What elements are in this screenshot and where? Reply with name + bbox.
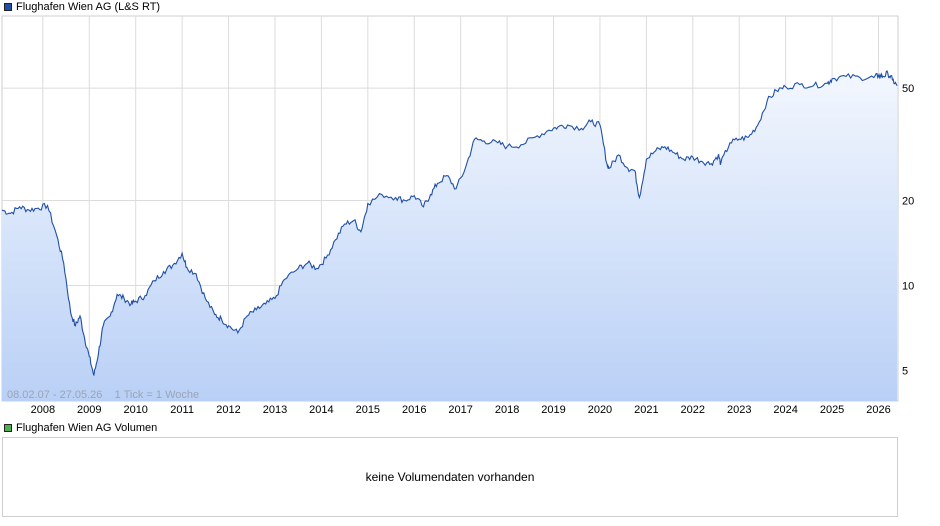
x-tick-label: 2010 (123, 404, 147, 416)
volume-chart-legend: Flughafen Wien AG Volumen (4, 422, 157, 434)
volume-legend-swatch (4, 424, 12, 432)
x-tick-label: 2015 (356, 404, 380, 416)
x-tick-label: 2009 (77, 404, 101, 416)
y-tick-label: 20 (902, 195, 914, 207)
x-tick-label: 2019 (541, 404, 565, 416)
x-axis-labels: 2008 2009 2010 2011 2012 2013 2014 2015 2016 2017… (31, 404, 891, 416)
x-tick-label: 2014 (309, 404, 333, 416)
y-tick-label: 5 (902, 366, 908, 378)
price-chart-title: Flughafen Wien AG (L&S RT) (16, 1, 161, 13)
x-tick-label: 2016 (402, 404, 426, 416)
volume-chart-title: Flughafen Wien AG Volumen (16, 422, 158, 434)
price-chart: 5 10 20 50 2008 2009 2010 2011 2012 2013 2014 2015… (1, 15, 914, 416)
y-axis-labels: 5 10 20 50 (902, 83, 914, 377)
x-tick-label: 2017 (448, 404, 472, 416)
x-tick-label: 2022 (681, 404, 705, 416)
price-area (2, 70, 898, 402)
y-tick-label: 10 (902, 281, 914, 293)
y-tick-label: 50 (902, 83, 914, 95)
volume-empty-message: keine Volumendaten vorhanden (365, 470, 535, 484)
price-legend-swatch (4, 3, 12, 11)
x-tick-label: 2024 (773, 404, 797, 416)
x-tick-label: 2021 (634, 404, 658, 416)
x-tick-label: 2023 (727, 404, 751, 416)
x-tick-label: 2018 (495, 404, 519, 416)
x-tick-label: 2026 (866, 404, 890, 416)
x-tick-label: 2012 (216, 404, 240, 416)
chart-range-info: 08.02.07 - 27.05.26 1 Tick = 1 Woche (7, 389, 199, 401)
price-chart-legend: Flughafen Wien AG (L&S RT) (4, 1, 160, 13)
x-tick-label: 2011 (170, 404, 194, 416)
price-line (1, 69, 898, 376)
x-tick-label: 2025 (820, 404, 844, 416)
x-tick-label: 2013 (263, 404, 287, 416)
volume-chart-panel: keine Volumendaten vorhanden (2, 437, 898, 517)
x-tick-label: 2008 (31, 404, 55, 416)
x-tick-label: 2020 (588, 404, 612, 416)
